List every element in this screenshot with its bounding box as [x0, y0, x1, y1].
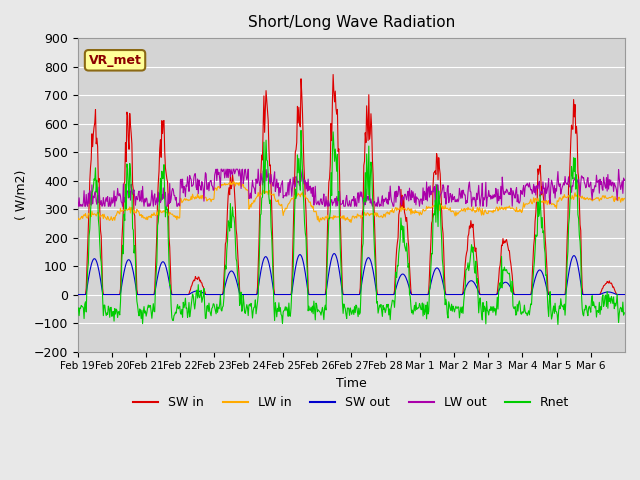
Y-axis label: ( W/m2): ( W/m2): [15, 169, 28, 220]
Title: Short/Long Wave Radiation: Short/Long Wave Radiation: [248, 15, 455, 30]
X-axis label: Time: Time: [336, 377, 367, 390]
Legend: SW in, LW in, SW out, LW out, Rnet: SW in, LW in, SW out, LW out, Rnet: [129, 391, 574, 414]
Text: VR_met: VR_met: [88, 54, 141, 67]
